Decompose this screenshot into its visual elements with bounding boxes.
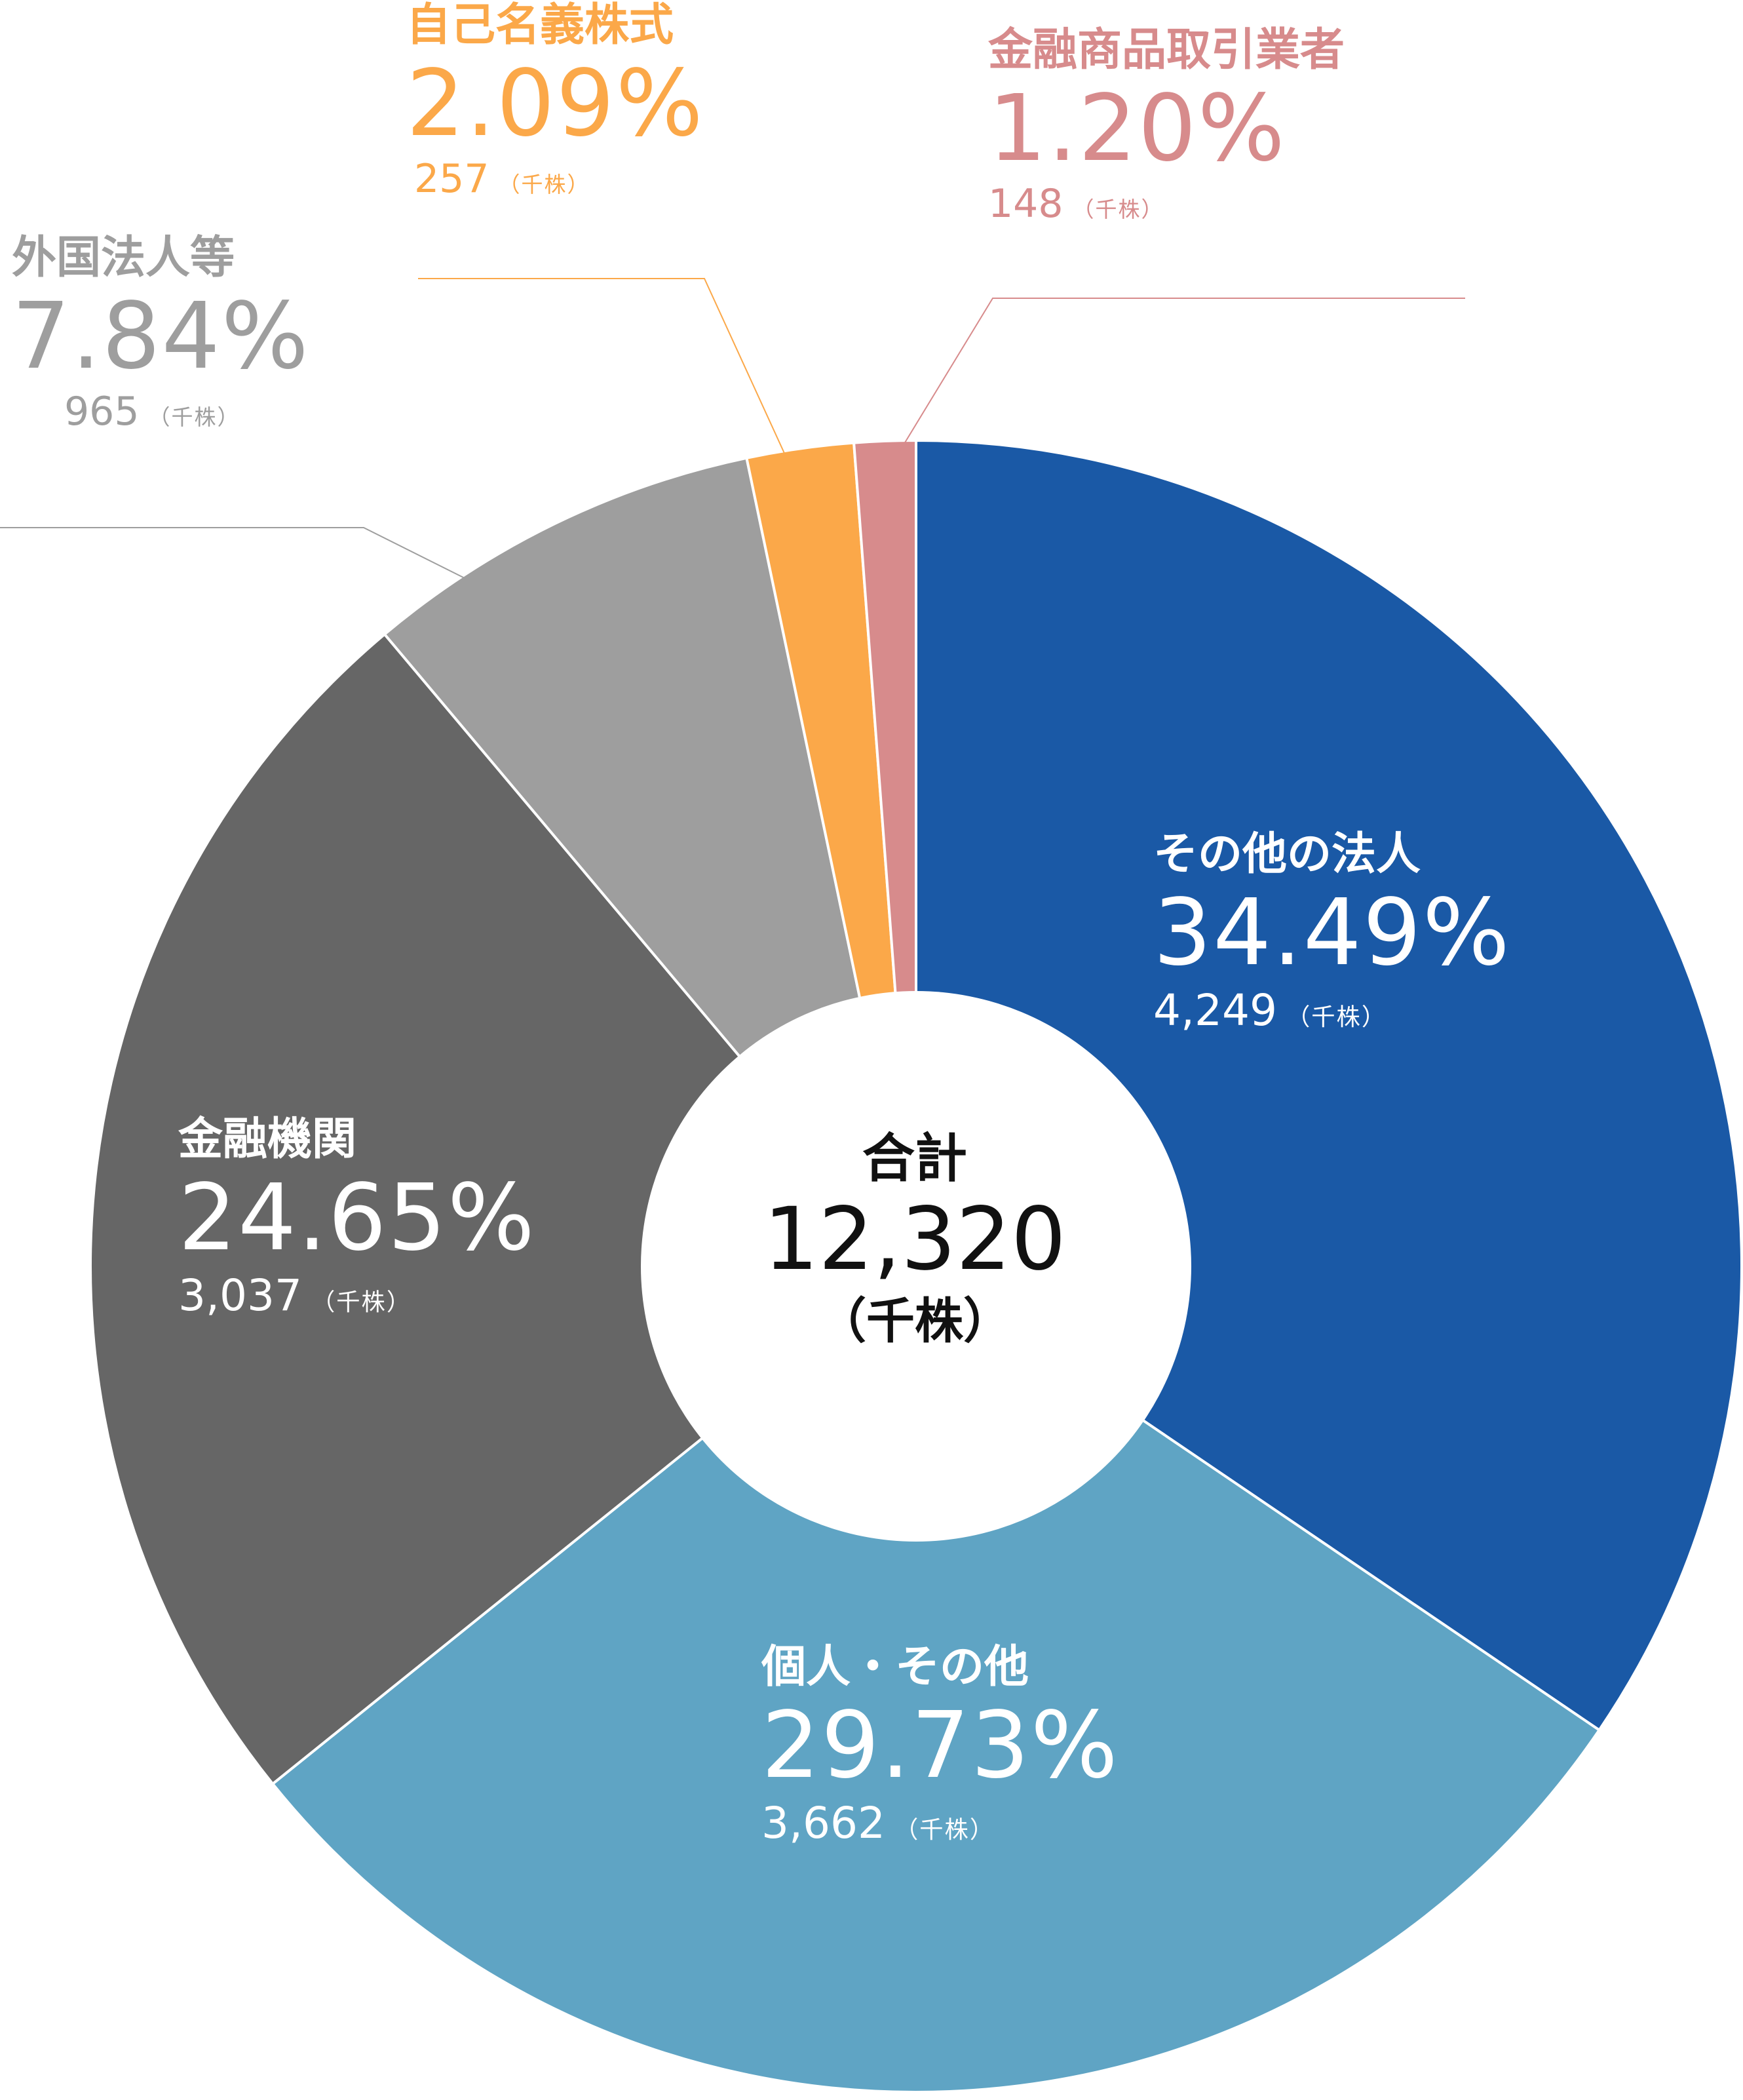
center-hole bbox=[641, 991, 1191, 1542]
leader-line-foreign bbox=[0, 527, 469, 581]
slice-unit: （千株） bbox=[311, 1288, 412, 1317]
slice-financial-institutions bbox=[89, 632, 918, 1786]
slice-count: 3,037 bbox=[178, 1270, 302, 1321]
leader-line-treasury bbox=[418, 278, 787, 458]
center-title: 合計 bbox=[862, 1128, 967, 1189]
center-total-label: 合計 12,320 （千株） bbox=[731, 1127, 1098, 1353]
slice-individuals-others bbox=[271, 1264, 1601, 2093]
slice-count: 3,662 bbox=[761, 1798, 885, 1849]
slice-name: 金融商品取引業者 bbox=[988, 24, 1345, 76]
slice-name: 個人・その他 bbox=[761, 1641, 1029, 1693]
slice-unit: （千株） bbox=[148, 404, 240, 431]
slice-percent: 29.73% bbox=[761, 1692, 1119, 1800]
label-treasury-stock: 自己名義株式 2.09% 257 （千株） bbox=[406, 0, 704, 202]
slice-percent: 24.65% bbox=[178, 1165, 536, 1272]
center-total: 12,320 bbox=[763, 1189, 1066, 1290]
slice-count: 965 bbox=[64, 389, 140, 435]
label-securities-firms: 金融商品取引業者 1.20% 148 （千株） bbox=[988, 24, 1345, 227]
slices bbox=[89, 438, 1743, 2093]
slice-unit: （千株） bbox=[894, 1816, 995, 1844]
label-other-corporations: その他の法人 34.49% 4,249 （千株） bbox=[1153, 828, 1511, 1036]
slice-percent: 2.09% bbox=[406, 50, 704, 158]
slice-count: 257 bbox=[414, 156, 489, 203]
slice-percent: 34.49% bbox=[1153, 880, 1511, 987]
center-unit: （千株） bbox=[818, 1293, 1012, 1350]
slice-unit: （千株） bbox=[498, 172, 590, 198]
slice-other-corporations bbox=[915, 438, 1743, 1732]
slice-name: 金融機関 bbox=[178, 1114, 357, 1165]
slice-percent: 1.20% bbox=[988, 75, 1286, 183]
label-individuals-others: 個人・その他 29.73% 3,662 （千株） bbox=[761, 1641, 1119, 1849]
slice-name: 外国法人等 bbox=[12, 232, 235, 284]
leader-lines bbox=[0, 278, 1465, 581]
slice-unit: （千株） bbox=[1286, 1003, 1387, 1032]
label-foreign-corporations: 外国法人等 7.84% 965 （千株） bbox=[12, 232, 310, 435]
slice-name: その他の法人 bbox=[1153, 828, 1421, 880]
slice-unit: （千株） bbox=[1072, 197, 1164, 223]
slice-percent: 7.84% bbox=[12, 283, 310, 391]
slice-count: 4,249 bbox=[1153, 985, 1277, 1036]
slice-count: 148 bbox=[988, 181, 1063, 227]
label-financial-institutions: 金融機関 24.65% 3,037 （千株） bbox=[178, 1114, 536, 1321]
slice-name: 自己名義株式 bbox=[406, 0, 674, 51]
leader-line-securities bbox=[898, 298, 1465, 453]
